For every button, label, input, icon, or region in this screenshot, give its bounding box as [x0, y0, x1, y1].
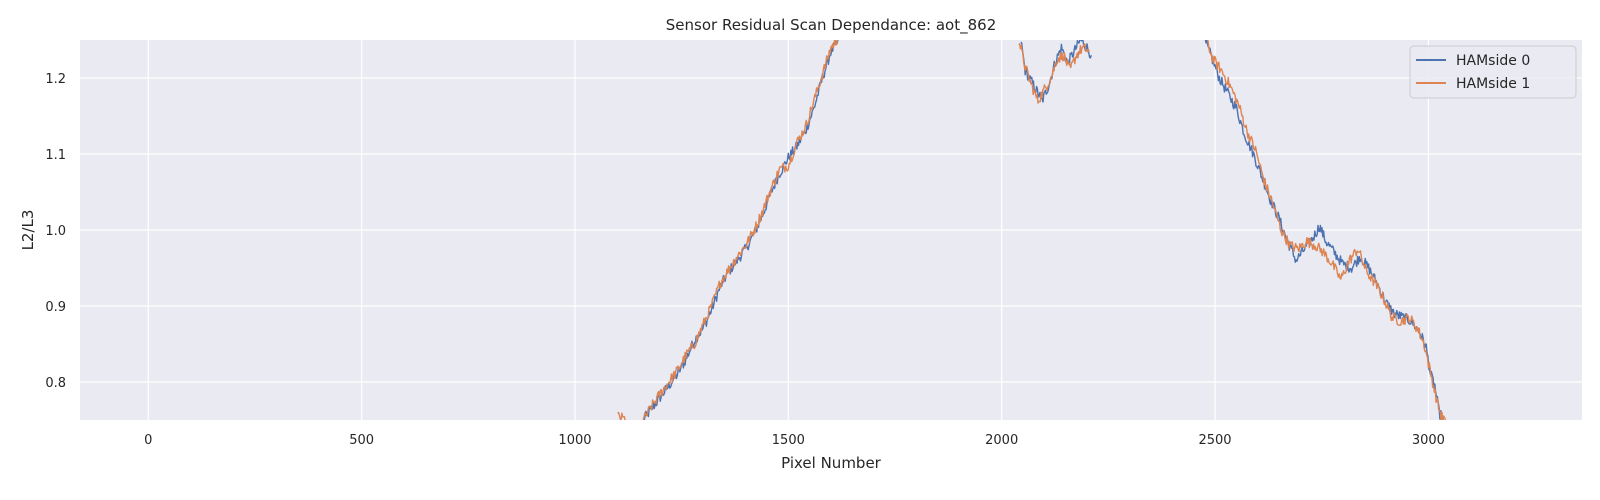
series-line-hamside-1	[1207, 40, 1447, 420]
y-axis-label: L2/L3	[19, 210, 37, 251]
series-line-hamside-0	[642, 40, 840, 420]
y-tick-label: 1.0	[45, 224, 66, 239]
y-tick-labels: 0.8 0.9 1.0 1.1 1.2	[45, 72, 66, 391]
series-layer	[617, 40, 1447, 420]
x-tick-labels: 0 500 1000 1500 2000 2500 3000	[144, 433, 1445, 448]
series-line-hamside-1	[617, 411, 627, 420]
chart-title: Sensor Residual Scan Dependance: aot_862	[666, 16, 996, 35]
x-tick-label: 1000	[558, 433, 591, 448]
y-tick-label: 0.9	[45, 300, 66, 315]
legend: HAMside 0 HAMside 1	[1409, 45, 1577, 99]
y-tick-label: 0.8	[45, 376, 66, 391]
series-line-hamside-1	[1018, 43, 1090, 104]
y-tick-label: 1.2	[45, 72, 66, 87]
y-gridlines	[80, 77, 1582, 383]
legend-box	[1409, 45, 1577, 99]
x-tick-label: 2000	[985, 433, 1018, 448]
x-tick-label: 2500	[1198, 433, 1231, 448]
series-line-hamside-1	[642, 40, 839, 420]
y-tick-label: 1.1	[45, 148, 66, 163]
x-tick-label: 0	[144, 433, 152, 448]
legend-entry: HAMside 1	[1456, 76, 1530, 92]
legend-entry: HAMside 0	[1456, 53, 1530, 69]
x-tick-label: 1500	[772, 433, 805, 448]
x-tick-label: 500	[349, 433, 374, 448]
series-line-hamside-0	[1204, 40, 1444, 420]
x-tick-label: 3000	[1412, 433, 1445, 448]
x-axis-label: Pixel Number	[781, 454, 882, 472]
